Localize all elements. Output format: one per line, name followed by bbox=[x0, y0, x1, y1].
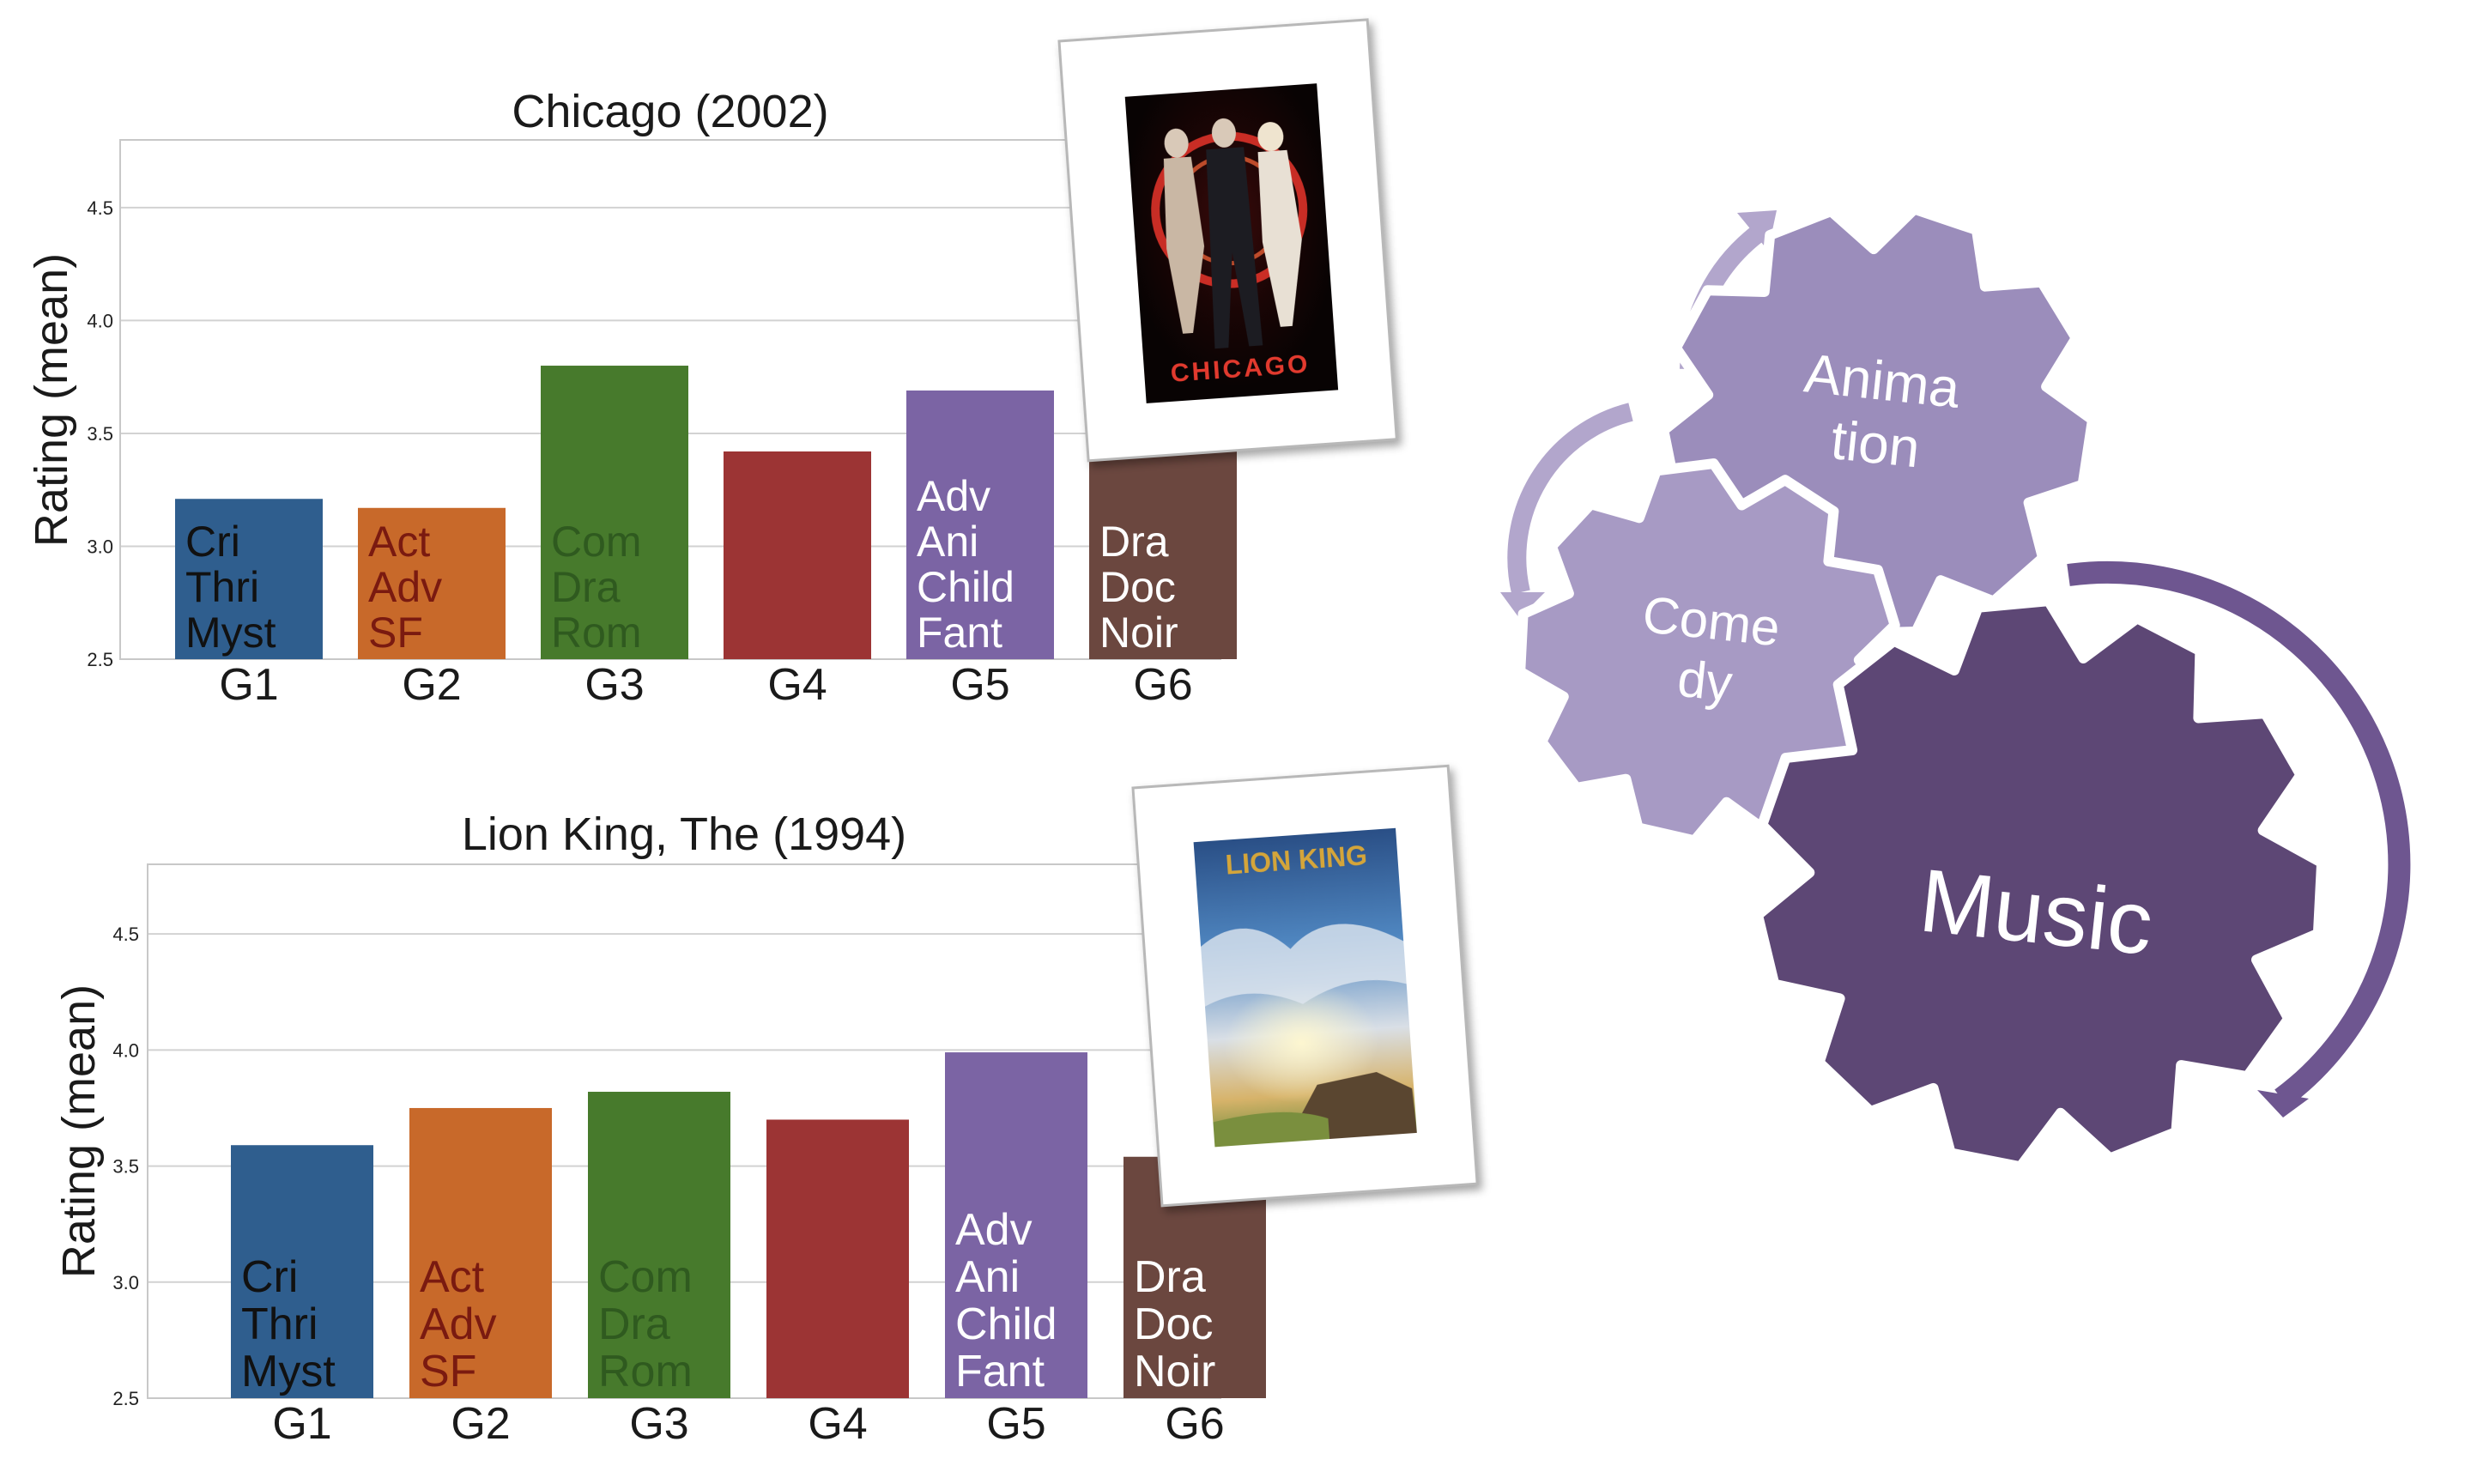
poster-chicago-figures bbox=[1163, 118, 1302, 349]
chart-lion-king-bar-label: Thri bbox=[241, 1299, 318, 1349]
chart-chicago-ytick-label: 3.5 bbox=[87, 423, 113, 445]
chart-chicago-ytick-label: 4.0 bbox=[87, 310, 113, 331]
gear-comedy-label: Come bbox=[1640, 585, 1783, 657]
gear-music-label: Music bbox=[1915, 851, 2157, 974]
chart-chicago-xtick-g3: G3 bbox=[584, 660, 644, 710]
chart-chicago-bar-label: SF bbox=[368, 609, 423, 657]
chart-lion-king-bar-g2 bbox=[409, 1107, 552, 1398]
chart-chicago-bar-label: Thri bbox=[185, 563, 259, 611]
chart-chicago-bar-g5 bbox=[906, 390, 1054, 659]
chart-chicago-ylabel: Rating (mean) bbox=[26, 253, 77, 547]
chart-lion-king-ytick-label: 4.5 bbox=[112, 924, 139, 945]
chart-lion-king-xtick-g5: G5 bbox=[986, 1399, 1045, 1449]
chart-lion-king-xtick-g4: G4 bbox=[808, 1399, 867, 1449]
chart-lion-king-bar-g1 bbox=[231, 1145, 373, 1398]
chart-lion-king-xtick-g6: G6 bbox=[1165, 1399, 1224, 1449]
arrow-music-icon bbox=[2067, 560, 2411, 1108]
chart-lion-king-bar-label: Ani bbox=[955, 1252, 1020, 1302]
chart-lion-king-bar-label: Adv bbox=[420, 1299, 497, 1349]
chart-lion-king-bar-label: Fant bbox=[955, 1347, 1045, 1396]
chart-lion-king-ytick-label: 3.5 bbox=[112, 1156, 139, 1178]
chart-chicago-bar-g3 bbox=[541, 366, 688, 659]
chart-lion-king-bar-label: Act bbox=[420, 1252, 485, 1302]
chart-chicago-bar-label: Doc bbox=[1099, 563, 1176, 611]
chart-lion-king-ytick-label: 2.5 bbox=[112, 1388, 139, 1409]
chart-lion-king-bar-g4 bbox=[766, 1119, 909, 1398]
gear-music-shape bbox=[1753, 596, 2328, 1172]
chart-lion-king-bar-label: Adv bbox=[955, 1205, 1033, 1255]
chart-chicago-bar-label: Rom bbox=[551, 609, 642, 657]
chart-chicago: CriThriMystActAdvSFComDraRomAdvAniChildF… bbox=[26, 86, 1237, 710]
arrow-comedy-icon bbox=[1507, 403, 1633, 595]
gear-music: Music bbox=[1753, 596, 2328, 1172]
chart-chicago-bar-label: Ani bbox=[917, 518, 978, 566]
chart-chicago-bar-g4 bbox=[724, 451, 871, 659]
poster-chicago: CHICAGO bbox=[1057, 18, 1398, 463]
chart-lion-king-xtick-g2: G2 bbox=[451, 1399, 510, 1449]
chart-lion-king-bar-label: Myst bbox=[241, 1347, 336, 1396]
chart-chicago-xtick-g4: G4 bbox=[767, 660, 827, 710]
chart-lion-king-bar-label: Noir bbox=[1134, 1347, 1215, 1396]
chart-lion-king-title: Lion King, The (1994) bbox=[462, 809, 906, 860]
gear-animation-label: tion bbox=[1828, 409, 1923, 479]
chart-lion-king: CriThriMystActAdvSFComDraRomAdvAniChildF… bbox=[53, 809, 1266, 1449]
chart-chicago-bar-g1 bbox=[175, 499, 323, 659]
chart-lion-king-ylabel: Rating (mean) bbox=[53, 984, 105, 1278]
chart-chicago-title: Chicago (2002) bbox=[512, 86, 828, 137]
chart-chicago-xtick-g6: G6 bbox=[1133, 660, 1192, 710]
chart-lion-king-ytick-label: 4.0 bbox=[112, 1039, 139, 1061]
arrow-music-head-icon bbox=[2257, 1090, 2309, 1118]
poster-lion-king-grass bbox=[1213, 1111, 1330, 1148]
chart-chicago-ytick-label: 2.5 bbox=[87, 649, 113, 670]
chart-lion-king-bar-label: SF bbox=[420, 1347, 476, 1396]
poster-lion-king-clouds bbox=[1201, 924, 1407, 1007]
arrow-comedy-head-icon bbox=[1500, 592, 1545, 618]
chart-lion-king-ytick-label: 3.0 bbox=[112, 1272, 139, 1293]
chart-lion-king-xtick-g3: G3 bbox=[629, 1399, 688, 1449]
chart-chicago-xtick-g5: G5 bbox=[950, 660, 1009, 710]
chart-lion-king-bar-label: Rom bbox=[598, 1347, 693, 1396]
gear-comedy-label: dy bbox=[1675, 650, 1735, 712]
chart-chicago-xtick-g2: G2 bbox=[402, 660, 461, 710]
chart-chicago-bar-label: Myst bbox=[185, 609, 276, 657]
chart-chicago-bar-label: Fant bbox=[917, 609, 1002, 657]
chart-lion-king-bar-label: Com bbox=[598, 1252, 693, 1302]
chart-chicago-bar-label: Cri bbox=[185, 518, 240, 566]
chart-lion-king-bar-g5 bbox=[945, 1052, 1087, 1398]
poster-lion-king-sun bbox=[1224, 982, 1379, 1104]
chart-chicago-bar-label: Child bbox=[917, 563, 1014, 611]
chart-lion-king-bar-label: Dra bbox=[598, 1299, 670, 1349]
chart-chicago-ytick-label: 4.5 bbox=[87, 197, 113, 219]
chart-lion-king-bar-g3 bbox=[588, 1092, 730, 1398]
chart-chicago-bar-g2 bbox=[358, 507, 506, 659]
chart-chicago-bar-label: Adv bbox=[368, 563, 442, 611]
chart-chicago-ytick-label: 3.0 bbox=[87, 536, 113, 557]
chart-lion-king-xtick-g1: G1 bbox=[272, 1399, 331, 1449]
chart-chicago-bar-label: Noir bbox=[1099, 609, 1178, 657]
chart-chicago-bar-label: Dra bbox=[1099, 518, 1169, 566]
chart-chicago-bar-label: Com bbox=[551, 518, 642, 566]
chart-lion-king-bar-label: Child bbox=[955, 1299, 1057, 1349]
chart-lion-king-bar-label: Doc bbox=[1134, 1299, 1213, 1349]
chart-lion-king-bar-label: Dra bbox=[1134, 1252, 1206, 1302]
chart-chicago-bar-label: Adv bbox=[917, 472, 990, 520]
chart-lion-king-bar-label: Cri bbox=[241, 1252, 298, 1302]
chart-chicago-bar-label: Act bbox=[368, 518, 430, 566]
chart-chicago-xtick-g1: G1 bbox=[219, 660, 278, 710]
chart-chicago-bar-label: Dra bbox=[551, 563, 621, 611]
poster-lion-king: LION KING bbox=[1131, 764, 1479, 1208]
